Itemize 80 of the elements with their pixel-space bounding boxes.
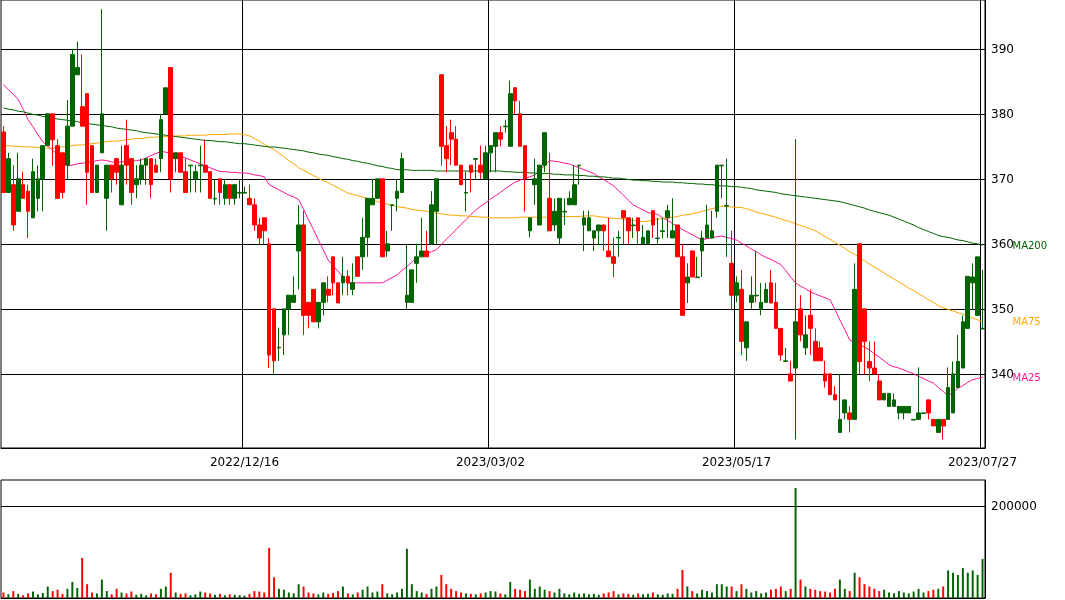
candlestick xyxy=(213,178,217,206)
text: MA200 xyxy=(1012,239,1048,251)
candlestick xyxy=(473,158,478,180)
candlestick xyxy=(636,217,640,245)
candlestick xyxy=(346,269,350,296)
candlestick xyxy=(852,262,857,420)
candlestick xyxy=(616,230,621,258)
candlestick xyxy=(380,178,385,258)
y-tick-label: 390 xyxy=(991,41,1014,56)
y-tick-label: 370 xyxy=(991,171,1014,186)
candlestick xyxy=(808,288,813,356)
candlestick xyxy=(690,250,695,278)
candlestick xyxy=(168,67,173,193)
x-tick-label: 2022/12/16 xyxy=(209,455,280,469)
candlestick xyxy=(390,204,394,232)
candlestick xyxy=(729,230,734,310)
candlestick xyxy=(660,217,665,239)
candlestick xyxy=(1,125,6,193)
candlestick xyxy=(424,230,429,258)
candlestick xyxy=(173,152,178,173)
candlestick xyxy=(218,178,222,206)
text: MA75 xyxy=(1012,316,1041,328)
candlestick xyxy=(6,152,11,193)
candlestick xyxy=(926,399,931,420)
y-tick-label: 360 xyxy=(991,236,1014,251)
x-tick-label: 2023/05/17 xyxy=(701,455,772,469)
candlestick xyxy=(227,184,232,206)
candlestick xyxy=(744,321,749,362)
y-tick-label: 350 xyxy=(991,301,1014,316)
candlestick xyxy=(350,262,355,296)
candlestick xyxy=(842,399,847,420)
candlestick xyxy=(223,178,227,206)
candlestick xyxy=(198,145,203,193)
candlestick xyxy=(685,262,690,304)
candlestick xyxy=(838,373,842,433)
candlestick xyxy=(734,275,739,303)
x-tick-label: 2023/03/02 xyxy=(455,455,526,469)
candlestick xyxy=(11,164,16,232)
candlestick xyxy=(464,171,468,212)
candlestick xyxy=(528,217,532,238)
candlestick xyxy=(95,164,99,193)
candlestick xyxy=(385,230,390,258)
candlestick xyxy=(931,418,936,427)
candlestick xyxy=(547,152,552,232)
candlestick xyxy=(788,360,793,382)
candlestick xyxy=(941,418,946,441)
candlestick xyxy=(847,405,852,433)
candlestick xyxy=(936,418,941,433)
candlestick xyxy=(665,204,670,239)
text: MA25 xyxy=(1012,371,1041,383)
candlestick xyxy=(670,197,675,239)
candlestick xyxy=(498,125,503,147)
candlestick xyxy=(803,314,808,356)
candlestick xyxy=(478,145,483,180)
y-tick-label: 380 xyxy=(991,106,1014,121)
candlestick xyxy=(163,87,168,115)
y-tick-label: 200000 xyxy=(991,498,1037,513)
candlestick xyxy=(341,256,345,296)
candlestick xyxy=(655,217,660,245)
candlestick xyxy=(119,145,124,206)
candlestick xyxy=(631,217,636,239)
candlestick xyxy=(651,210,655,239)
candlestick xyxy=(50,113,55,167)
candlestick xyxy=(469,164,473,193)
candlestick xyxy=(783,347,788,363)
y-tick-label: 340 xyxy=(991,366,1014,381)
candlestick xyxy=(601,224,606,252)
candlestick xyxy=(296,204,301,290)
candlestick xyxy=(16,152,21,212)
x-tick-label: 2023/07/27 xyxy=(947,455,1018,469)
candlestick xyxy=(159,113,163,173)
candlestick xyxy=(188,164,193,193)
candlestick xyxy=(513,87,517,115)
candlestick xyxy=(739,269,744,356)
candlestick xyxy=(355,256,360,277)
candlestick xyxy=(104,164,109,232)
candlestick xyxy=(798,294,803,342)
candlestick xyxy=(193,164,198,193)
candlestick xyxy=(980,269,985,330)
candlestick xyxy=(277,327,281,362)
